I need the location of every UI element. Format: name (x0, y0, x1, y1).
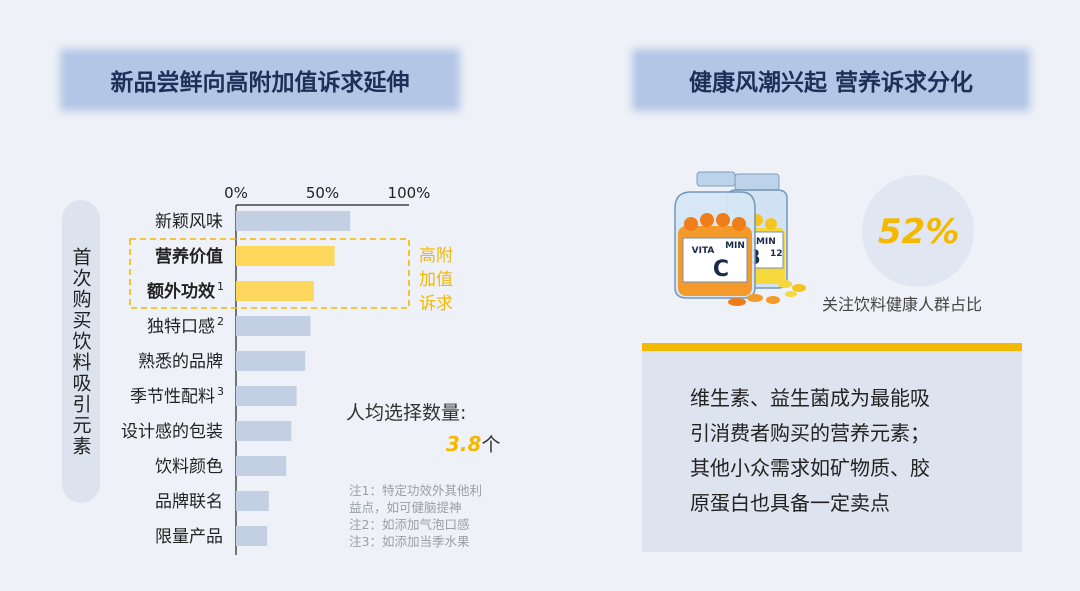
vitamin-bottles-illustration: ITAMIN B 12 VITA MIN C (674, 171, 806, 306)
bar (236, 281, 314, 301)
bottle-label-text: ITAMIN (740, 237, 776, 247)
category-label: 品牌联名 (155, 492, 223, 512)
x-tick-label: 100% (388, 184, 431, 202)
footnote-line: 注2：如添加气泡口感 (349, 517, 470, 532)
category-footnote-marker: 1 (217, 280, 224, 293)
x-tick-label: 50% (306, 184, 339, 202)
right-section-title: 健康风潮兴起 营养诉求分化 (688, 70, 973, 96)
category-label: 限量产品 (155, 527, 223, 547)
category-label: 设计感的包装 (121, 422, 223, 442)
nutrition-insight-callout: 维生素、益生菌成为最能吸 引消费者购买的营养元素； 其他小众需求如矿物质、胶 原… (642, 343, 1022, 552)
bar (236, 456, 287, 476)
category-label: 营养价值 (155, 246, 223, 267)
footnote-line: 益点，如可健脑提神 (349, 500, 462, 515)
bar (236, 421, 292, 441)
footnote-line: 注3：如添加当季水果 (349, 534, 470, 549)
category-label: 独特口感 (147, 317, 215, 337)
callout-line: 引消费者购买的营养元素； (690, 421, 930, 445)
health-focus-caption: 关注饮料健康人群占比 (822, 295, 983, 314)
highlight-box (129, 238, 410, 309)
x-tick-label: 0% (224, 184, 248, 202)
bottle-label-letter: C (713, 257, 729, 282)
average-selection-label: 人均选择数量: (346, 402, 467, 424)
callout-line: 原蛋白也具备一定卖点 (690, 491, 890, 515)
left-section-title: 新品尝鲜向高附加值诉求延伸 (110, 70, 410, 96)
footnote-line: 注1：特定功效外其他利 (349, 483, 482, 498)
callout-line: 其他小众需求如矿物质、胶 (690, 456, 930, 480)
bar (236, 211, 351, 231)
loose-pills (728, 280, 806, 306)
vitamin-c-bottle: VITA MIN C (674, 171, 756, 299)
bottle-label-text: MIN (725, 241, 745, 251)
bar (236, 316, 311, 336)
bar (236, 386, 297, 406)
y-axis-title: 首次购买饮料吸引元素 (69, 246, 92, 457)
category-label: 新颖风味 (155, 212, 223, 232)
health-focus-percentage: 52% (878, 212, 960, 252)
bar (236, 526, 268, 546)
category-label: 季节性配料 (130, 387, 215, 407)
bar (236, 246, 335, 266)
category-footnote-marker: 3 (217, 385, 224, 398)
y-axis-title-pill: 首次购买饮料吸引元素 (62, 200, 100, 503)
average-selection-number: 3.8 (446, 432, 482, 456)
footnotes: 注1：特定功效外其他利 益点，如可健脑提神 注2：如添加气泡口感 注3：如添加当… (349, 482, 524, 550)
stat-bubble (862, 175, 974, 287)
category-label: 额外功效 (147, 281, 215, 302)
bar (236, 491, 269, 511)
bottle-label-text: VITA (692, 246, 715, 256)
average-selection-value: 3.8个 (446, 430, 500, 457)
highlight-group-label: 高附加值诉求 (419, 246, 453, 314)
category-label: 熟悉的品牌 (138, 351, 223, 372)
category-footnote-marker: 2 (217, 315, 224, 328)
right-section-title-banner: 健康风潮兴起 营养诉求分化 (638, 55, 1024, 105)
category-label: 饮料颜色 (155, 457, 223, 477)
left-section-title-banner: 新品尝鲜向高附加值诉求延伸 (66, 55, 454, 105)
callout-line: 维生素、益生菌成为最能吸 (690, 386, 930, 410)
average-selection-unit: 个 (481, 434, 501, 456)
bar (236, 351, 306, 371)
bottle-label-subscript: 12 (770, 249, 783, 259)
